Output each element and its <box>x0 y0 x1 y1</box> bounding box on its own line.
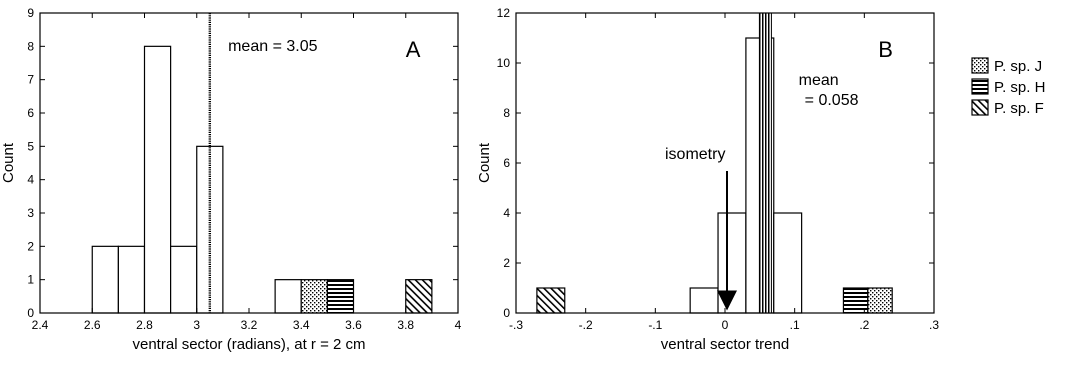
b-y-tick-label: 8 <box>503 106 510 120</box>
panel-b-x-axis-label: ventral sector trend <box>661 336 789 353</box>
b-x-tick-label: 0 <box>722 318 729 332</box>
panel-b-mean-band <box>759 13 772 313</box>
panel-b-bar <box>689 287 719 314</box>
a-y-tick-label: 2 <box>27 239 34 253</box>
panel-b-bars <box>536 37 893 314</box>
b-x-tick-label: .2 <box>859 318 869 332</box>
panel-a-mean-annotation: mean = 3.05 <box>228 38 318 55</box>
panel-b-mean-annotation-line2: = 0.058 <box>805 92 859 109</box>
a-y-tick-label: 7 <box>27 73 34 87</box>
panel-b-mean-line <box>758 13 772 313</box>
a-x-tick-label: 3 <box>193 318 200 332</box>
a-x-tick-label: 2.8 <box>136 318 153 332</box>
a-y-tick-label: 3 <box>27 206 34 220</box>
a-y-tick-label: 6 <box>27 106 34 120</box>
legend-swatch <box>971 78 989 95</box>
panel-a-bar <box>91 245 119 314</box>
panel-a-x-axis-label: ventral sector (radians), at r = 2 cm <box>133 336 366 353</box>
panel-b-ticks: -.3 -.2 -.1 0 .1 .2 .3 0 2 4 6 8 10 12 <box>497 6 940 332</box>
legend-label: P. sp. J <box>994 58 1042 75</box>
b-y-tick-label: 12 <box>497 6 511 20</box>
panel-a-ticks: 2.4 2.6 2.8 3 3.2 3.4 3.6 3.8 4 0 1 2 3 4 5 6 7 8 9 <box>27 6 461 332</box>
b-y-tick-label: 2 <box>503 256 510 270</box>
panel-a-bar <box>405 279 433 314</box>
a-x-tick-label: 2.6 <box>84 318 101 332</box>
b-x-tick-label: .1 <box>790 318 800 332</box>
panel-a-bar <box>326 279 355 314</box>
b-y-tick-label: 6 <box>503 156 510 170</box>
b-y-tick-label: 4 <box>503 206 510 220</box>
panel-a-bars <box>91 45 433 314</box>
a-y-tick-label: 5 <box>27 139 34 153</box>
a-y-tick-label: 0 <box>27 306 34 320</box>
legend-swatch <box>971 99 989 116</box>
b-x-tick-label: -.2 <box>579 318 593 332</box>
a-x-tick-label: 3.2 <box>241 318 258 332</box>
panel-b-isometry-annotation: isometry <box>665 146 725 163</box>
panel-b-bar <box>536 287 566 314</box>
panel-a-bar <box>274 279 302 314</box>
panel-b: -.3 -.2 -.1 0 .1 .2 .3 0 2 4 6 8 10 12 Count ventral … <box>476 6 939 353</box>
legend-swatch <box>971 57 989 74</box>
panel-b-bar <box>717 212 747 314</box>
legend: P. sp. J P. sp. H P. sp. F <box>971 57 1045 117</box>
b-y-tick-label: 0 <box>503 306 510 320</box>
a-y-tick-label: 9 <box>27 6 34 20</box>
b-x-tick-label: -.3 <box>509 318 523 332</box>
b-x-tick-label: -.1 <box>648 318 662 332</box>
panel-b-bar <box>773 212 803 314</box>
b-x-tick-label: .3 <box>929 318 939 332</box>
a-x-tick-label: 3.6 <box>345 318 362 332</box>
a-x-tick-label: 3.4 <box>293 318 310 332</box>
panel-a-bar <box>117 245 146 314</box>
panel-b-bar <box>867 287 893 314</box>
panel-b-letter: B <box>878 37 893 62</box>
b-y-tick-label: 10 <box>497 56 511 70</box>
legend-label: P. sp. F <box>994 100 1044 117</box>
legend-label: P. sp. H <box>994 79 1045 96</box>
panel-a-bar <box>143 45 172 314</box>
panel-b-y-axis-label: Count <box>476 142 493 183</box>
a-x-tick-label: 4 <box>455 318 462 332</box>
panel-a-bar <box>170 245 198 314</box>
panel-a-letter: A <box>406 37 421 62</box>
a-x-tick-label: 3.8 <box>397 318 414 332</box>
panel-b-bar <box>842 287 869 314</box>
a-y-tick-label: 4 <box>27 173 34 187</box>
a-y-tick-label: 1 <box>27 273 34 287</box>
panel-a-y-axis-label: Count <box>0 142 17 183</box>
panel-b-mean-annotation-line1: mean <box>799 72 839 89</box>
a-x-tick-label: 2.4 <box>32 318 49 332</box>
a-y-tick-label: 8 <box>27 39 34 53</box>
panel-a-bar <box>300 279 328 314</box>
